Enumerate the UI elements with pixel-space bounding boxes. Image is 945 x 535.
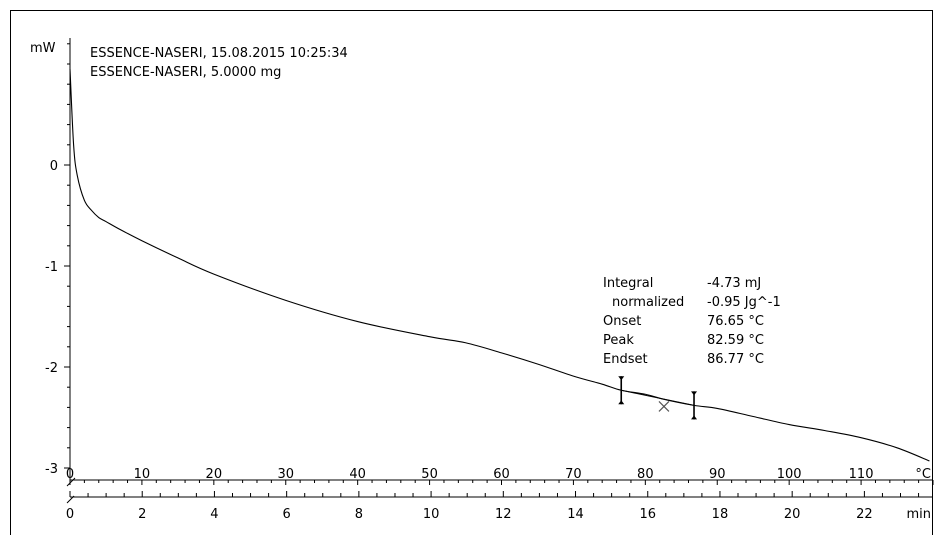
axis-break-mark	[66, 477, 76, 487]
time-tick-label: 14	[567, 507, 584, 522]
temp-tick-label: 20	[206, 467, 223, 482]
time-tick-label: 8	[355, 507, 363, 522]
time-tick-label: 12	[495, 507, 512, 522]
peak-marker	[658, 400, 670, 412]
time-tick-label: 4	[210, 507, 218, 522]
annotation-label-peak: Peak	[603, 333, 634, 348]
time-tick-label: 2	[138, 507, 146, 522]
y-tick-label: -2	[45, 361, 58, 376]
temp-tick-label: 60	[493, 467, 510, 482]
header-line-1: ESSENCE-NASERI, 15.08.2015 10:25:34	[90, 46, 348, 61]
plot-frame	[10, 10, 933, 535]
annotation-label-integral: Integral	[603, 276, 653, 291]
temp-tick-label: 0	[66, 467, 74, 482]
dsc-curve	[69, 69, 930, 462]
temp-tick-label: 70	[565, 467, 582, 482]
temp-axis-unit: °C	[915, 467, 931, 482]
time-tick-label: 20	[784, 507, 801, 522]
time-tick-label: 22	[856, 507, 873, 522]
peak-annotation: Integral -4.73 mJ normalized -0.95 Jg^-1…	[603, 276, 781, 367]
curve-layer	[69, 69, 930, 462]
temp-tick-label: 90	[709, 467, 726, 482]
y-tick-label: 0	[50, 159, 58, 174]
annotation-value-onset: 76.65 °C	[707, 314, 764, 329]
temp-tick-label: 40	[349, 467, 366, 482]
temp-tick-label: 10	[134, 467, 151, 482]
y-tick-label: -3	[45, 462, 58, 477]
time-tick-label: 10	[423, 507, 440, 522]
time-axis-unit: min	[906, 507, 931, 522]
integration-baseline	[621, 389, 695, 406]
y-tick-label: -1	[45, 260, 58, 275]
limit-arrow	[618, 400, 625, 405]
annotation-value-endset: 86.77 °C	[707, 352, 764, 367]
annotation-value-normalized: -0.95 Jg^-1	[707, 295, 781, 310]
annotation-value-integral: -4.73 mJ	[707, 276, 761, 291]
time-tick-label: 6	[283, 507, 291, 522]
temp-tick-label: 110	[849, 467, 874, 482]
y-axis-label: mW	[30, 41, 56, 56]
limit-arrow	[618, 376, 625, 381]
time-tick-label: 18	[712, 507, 729, 522]
limit-arrow	[691, 415, 698, 420]
header-line-2: ESSENCE-NASERI, 5.0000 mg	[90, 65, 281, 80]
temp-tick-label: 100	[777, 467, 802, 482]
annotation-value-peak: 82.59 °C	[707, 333, 764, 348]
limit-arrow	[691, 391, 698, 396]
axes: 0 -1 -2 -3 0 10 20 30 40 50 60 70 80 90 100 110 °C 0 2 4 6 8 1…	[45, 38, 934, 522]
temp-tick-label: 30	[277, 467, 294, 482]
axis-break-mark	[66, 495, 75, 504]
annotation-label-onset: Onset	[603, 314, 641, 329]
time-tick-label: 0	[66, 507, 74, 522]
annotation-label-endset: Endset	[603, 352, 648, 367]
annotation-label-normalized: normalized	[612, 295, 684, 310]
temp-tick-label: 80	[637, 467, 654, 482]
time-tick-label: 16	[639, 507, 656, 522]
temp-tick-label: 50	[421, 467, 438, 482]
